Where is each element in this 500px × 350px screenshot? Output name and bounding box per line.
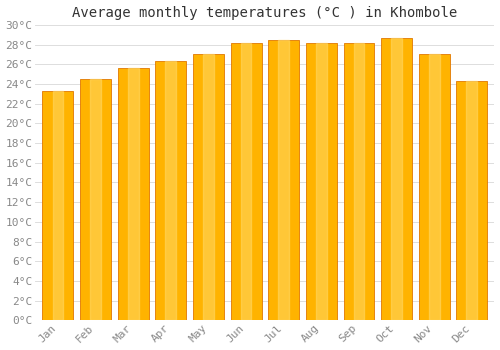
Bar xyxy=(306,43,337,320)
Bar xyxy=(429,55,440,320)
Bar xyxy=(230,43,262,320)
Bar xyxy=(128,68,138,320)
Bar xyxy=(166,61,176,320)
Bar xyxy=(118,68,148,320)
Bar xyxy=(344,43,374,320)
Bar xyxy=(42,91,74,320)
Bar xyxy=(90,79,101,320)
Bar xyxy=(80,79,111,320)
Bar xyxy=(391,38,402,320)
Bar xyxy=(316,43,326,320)
Bar xyxy=(381,38,412,320)
Bar xyxy=(466,81,477,320)
Bar xyxy=(52,91,64,320)
Bar xyxy=(268,40,299,320)
Bar xyxy=(419,55,450,320)
Bar xyxy=(193,55,224,320)
Bar xyxy=(203,55,214,320)
Bar xyxy=(240,43,252,320)
Bar xyxy=(354,43,364,320)
Bar xyxy=(278,40,289,320)
Title: Average monthly temperatures (°C ) in Khombole: Average monthly temperatures (°C ) in Kh… xyxy=(72,6,458,20)
Bar xyxy=(456,81,488,320)
Bar xyxy=(156,61,186,320)
